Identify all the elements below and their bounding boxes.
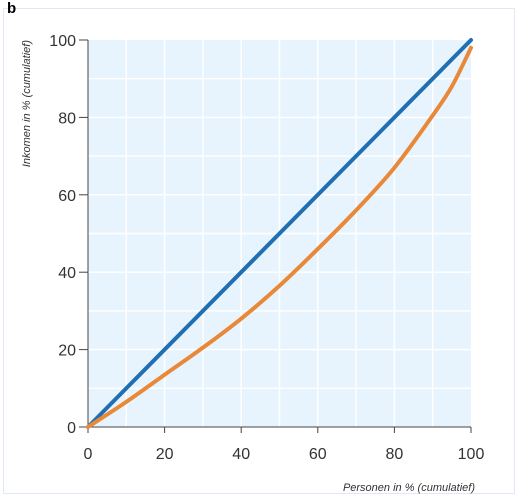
x-tick-label: 20 [156, 446, 174, 463]
y-tick-label: 100 [49, 33, 76, 50]
x-tick-label: 0 [84, 446, 93, 463]
equality-line [86, 38, 473, 429]
y-tick-label: 20 [58, 343, 76, 360]
x-tick-label: 100 [458, 446, 485, 463]
series-group [86, 38, 473, 429]
lorenz-curve [86, 45, 473, 429]
panel-label: b [7, 0, 17, 17]
y-axis-label: Inkomen in % (cumulatief) [21, 40, 33, 167]
y-tick-label: 0 [67, 420, 76, 437]
y-tick-label: 40 [58, 265, 76, 282]
x-tick-label: 80 [386, 446, 404, 463]
tick-labels: 0 20 40 60 80 100 0 20 40 60 80 100 [49, 33, 484, 463]
x-tick-label: 60 [309, 446, 327, 463]
y-tick-label: 60 [58, 188, 76, 205]
grid-lines [88, 40, 471, 427]
x-axis-label: Personen in % (cumulatief) [343, 482, 475, 494]
x-tick-label: 40 [232, 446, 250, 463]
axes [79, 39, 472, 433]
y-tick-label: 80 [58, 110, 76, 127]
